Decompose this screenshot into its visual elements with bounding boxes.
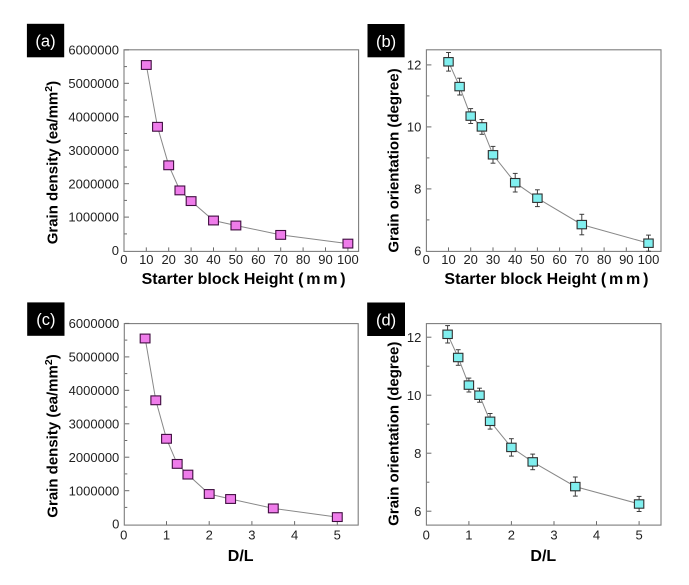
svg-text:2: 2 (508, 527, 515, 542)
svg-text:Grain orientation (degree): Grain orientation (degree) (385, 342, 402, 526)
svg-text:10: 10 (407, 388, 421, 403)
svg-text:1000000: 1000000 (68, 210, 119, 225)
svg-text:12: 12 (407, 330, 421, 345)
svg-text:90: 90 (619, 252, 633, 267)
svg-text:50: 50 (530, 252, 544, 267)
svg-text:4: 4 (593, 527, 600, 542)
svg-text:100: 100 (638, 252, 660, 267)
svg-text:70: 70 (575, 252, 589, 267)
svg-text:Starter block Height (mm): Starter block Height (mm) (444, 271, 648, 288)
svg-text:Grain orientation (degree): Grain orientation (degree) (385, 68, 402, 252)
svg-text:5000000: 5000000 (69, 350, 120, 365)
svg-text:5000000: 5000000 (68, 76, 119, 91)
svg-text:70: 70 (273, 252, 287, 267)
svg-text:30: 30 (184, 252, 198, 267)
svg-text:1: 1 (163, 527, 170, 542)
svg-text:40: 40 (508, 252, 522, 267)
svg-text:0: 0 (120, 527, 127, 542)
svg-text:3000000: 3000000 (68, 143, 119, 158)
svg-text:2000000: 2000000 (69, 450, 120, 465)
svg-text:12: 12 (407, 58, 421, 73)
svg-text:Grain density (ea/mm2): Grain density (ea/mm2) (43, 354, 62, 517)
svg-text:6000000: 6000000 (68, 43, 119, 58)
svg-text:3: 3 (550, 527, 557, 542)
svg-text:Starter block Height (mm): Starter block Height (mm) (142, 271, 346, 288)
svg-text:10: 10 (139, 252, 153, 267)
svg-text:(c): (c) (36, 311, 55, 329)
svg-text:2: 2 (206, 527, 213, 542)
svg-text:D/L: D/L (228, 548, 254, 565)
svg-text:0: 0 (112, 517, 119, 532)
svg-text:0: 0 (120, 252, 127, 267)
svg-text:90: 90 (318, 252, 332, 267)
svg-text:80: 80 (597, 252, 611, 267)
svg-text:20: 20 (463, 252, 477, 267)
svg-text:20: 20 (161, 252, 175, 267)
svg-text:50: 50 (229, 252, 243, 267)
svg-text:(d): (d) (376, 311, 396, 329)
svg-text:8: 8 (414, 446, 421, 461)
svg-text:4000000: 4000000 (68, 109, 119, 124)
svg-text:6: 6 (414, 244, 421, 259)
svg-text:8: 8 (414, 182, 421, 197)
svg-text:30: 30 (486, 252, 500, 267)
svg-text:40: 40 (206, 252, 220, 267)
svg-text:10: 10 (407, 120, 421, 135)
svg-text:0: 0 (423, 527, 430, 542)
svg-text:60: 60 (552, 252, 566, 267)
svg-text:3000000: 3000000 (69, 416, 120, 431)
svg-text:0: 0 (112, 243, 119, 258)
svg-text:80: 80 (296, 252, 310, 267)
svg-text:3: 3 (248, 527, 255, 542)
svg-text:(a): (a) (35, 33, 55, 51)
svg-text:4: 4 (291, 527, 298, 542)
svg-text:4000000: 4000000 (69, 383, 120, 398)
svg-text:2000000: 2000000 (68, 176, 119, 191)
svg-text:1: 1 (465, 527, 472, 542)
svg-text:Grain density (ea/mm2): Grain density (ea/mm2) (43, 81, 62, 244)
svg-text:5: 5 (334, 527, 341, 542)
svg-text:D/L: D/L (530, 548, 556, 565)
svg-text:(b): (b) (376, 33, 396, 51)
svg-text:10: 10 (441, 252, 455, 267)
svg-text:1000000: 1000000 (69, 483, 120, 498)
svg-text:5: 5 (635, 527, 642, 542)
svg-text:60: 60 (251, 252, 265, 267)
svg-text:0: 0 (423, 252, 430, 267)
svg-text:6000000: 6000000 (69, 316, 120, 331)
svg-text:6: 6 (414, 504, 421, 519)
svg-text:100: 100 (337, 252, 359, 267)
